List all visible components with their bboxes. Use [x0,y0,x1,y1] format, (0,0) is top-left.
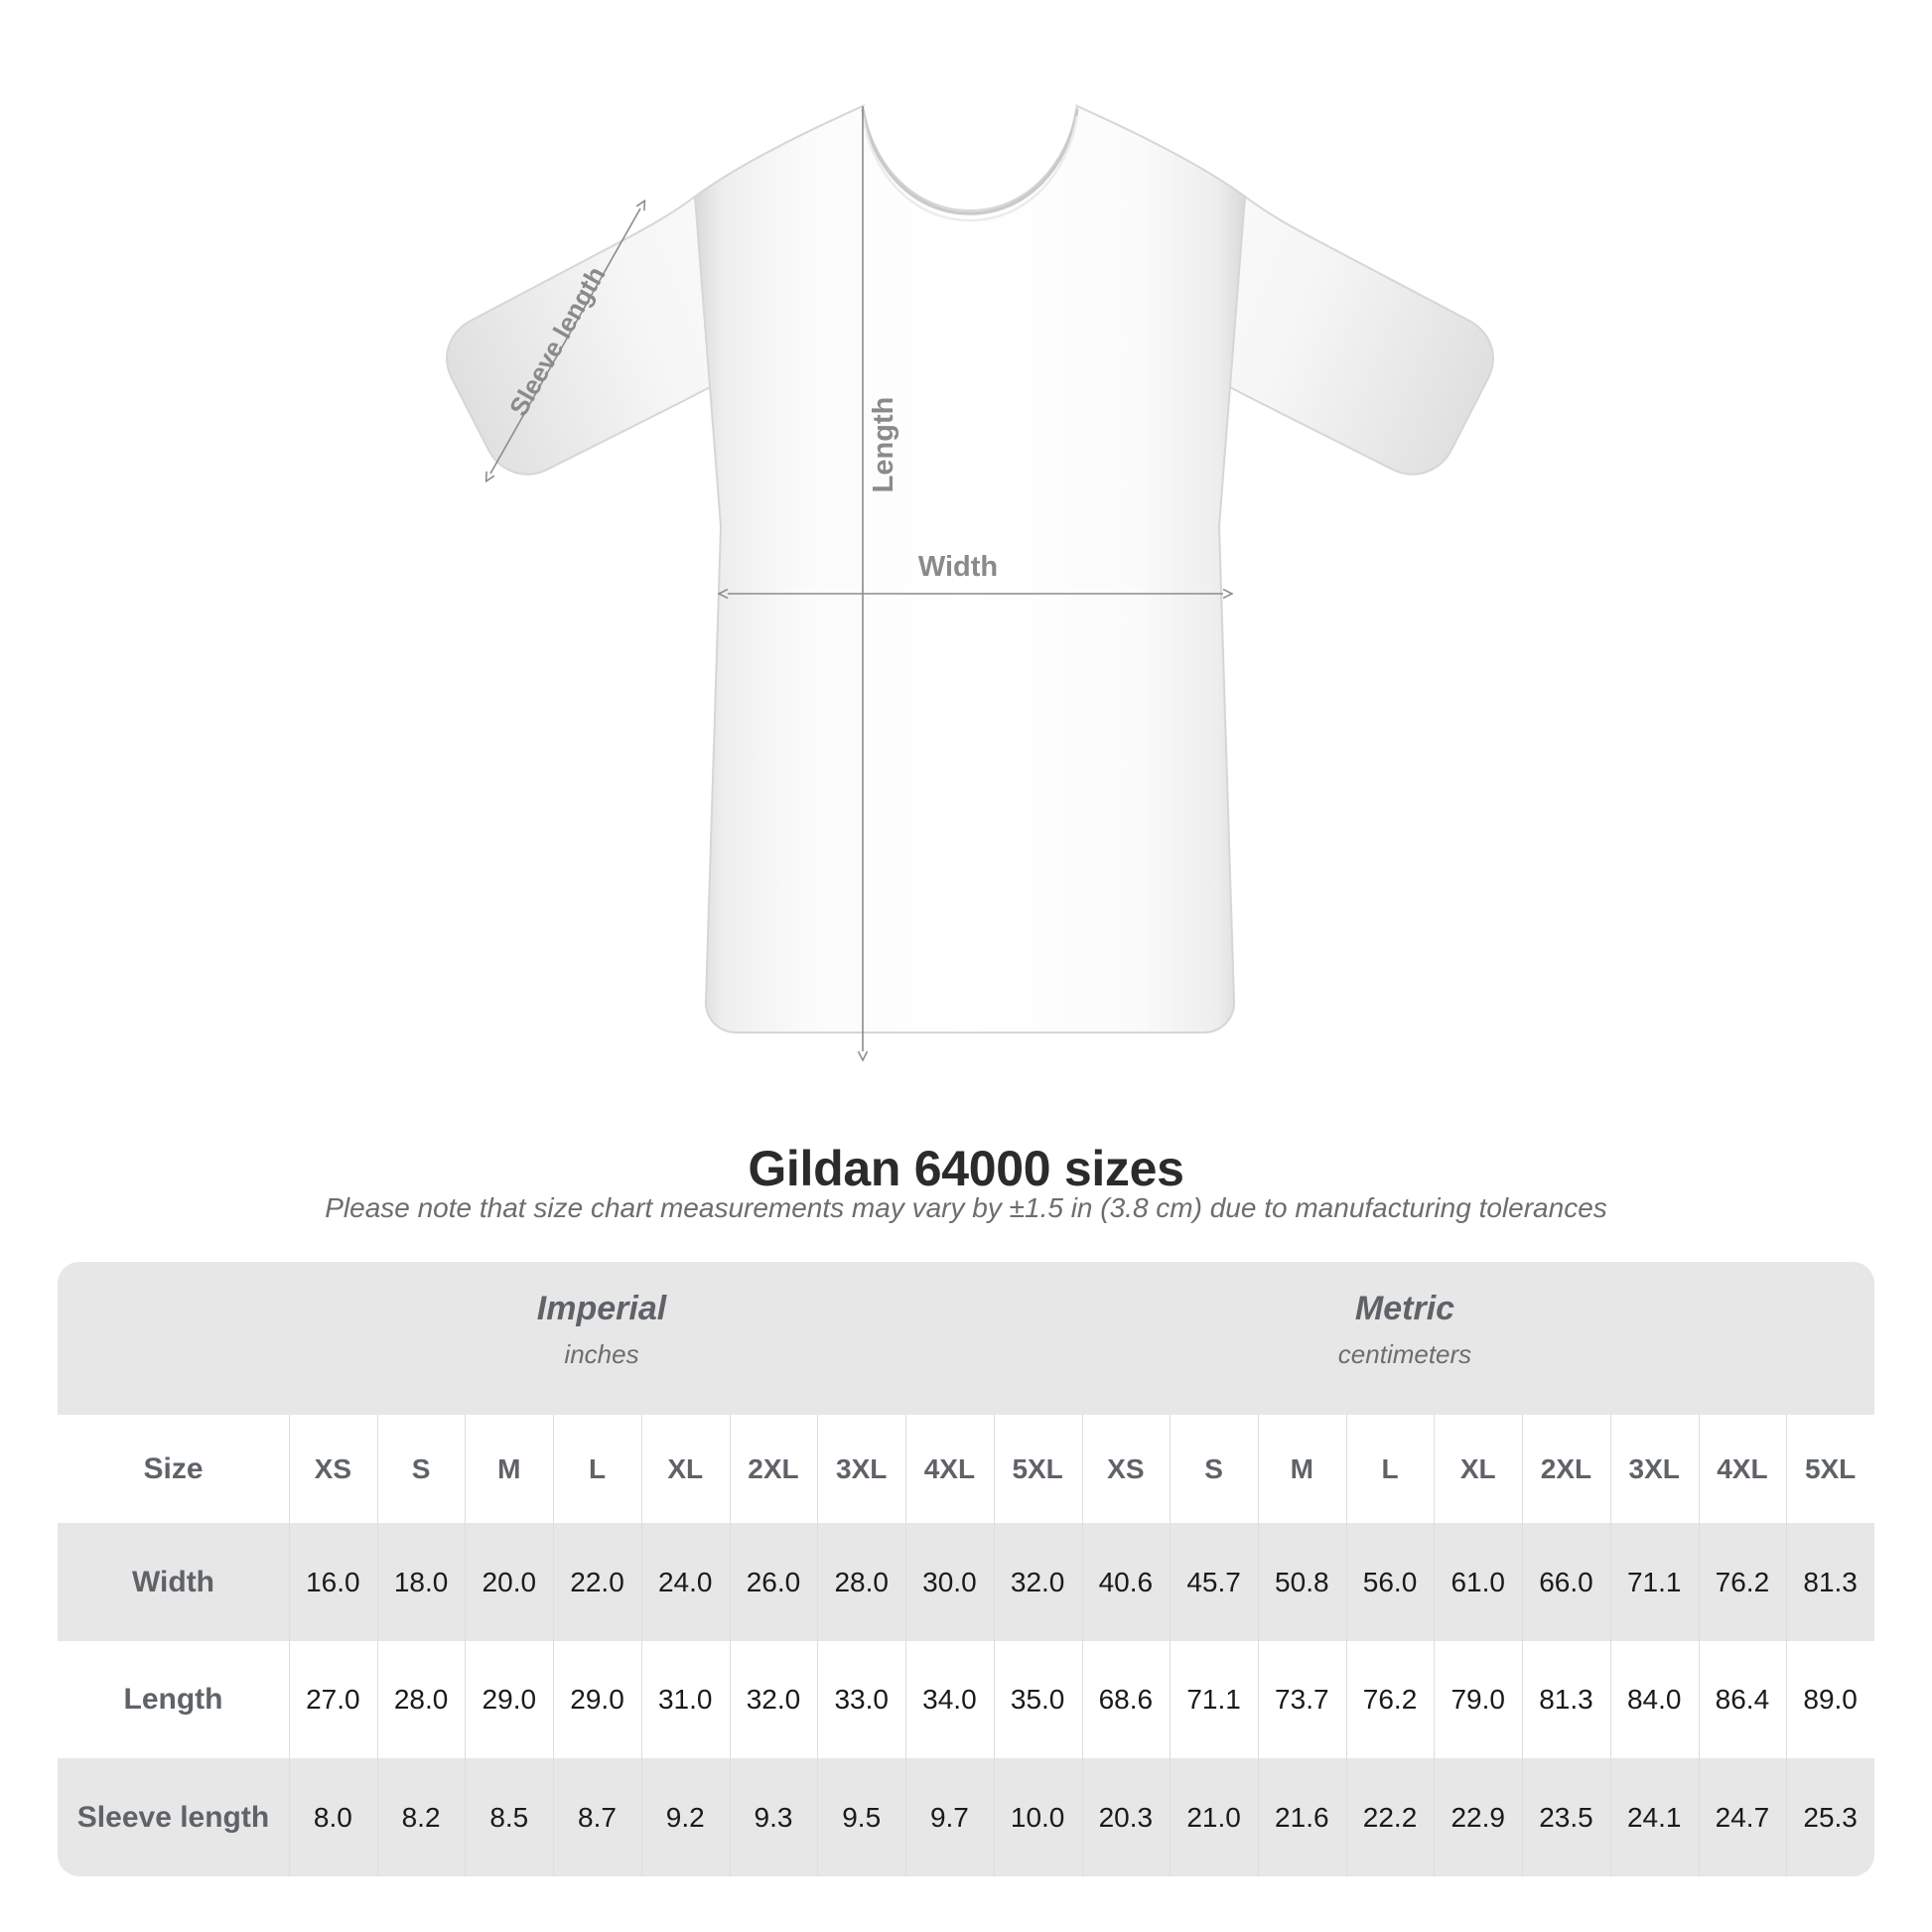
svg-text:Width: Width [918,551,998,583]
svg-text:Length: Length [868,397,899,493]
